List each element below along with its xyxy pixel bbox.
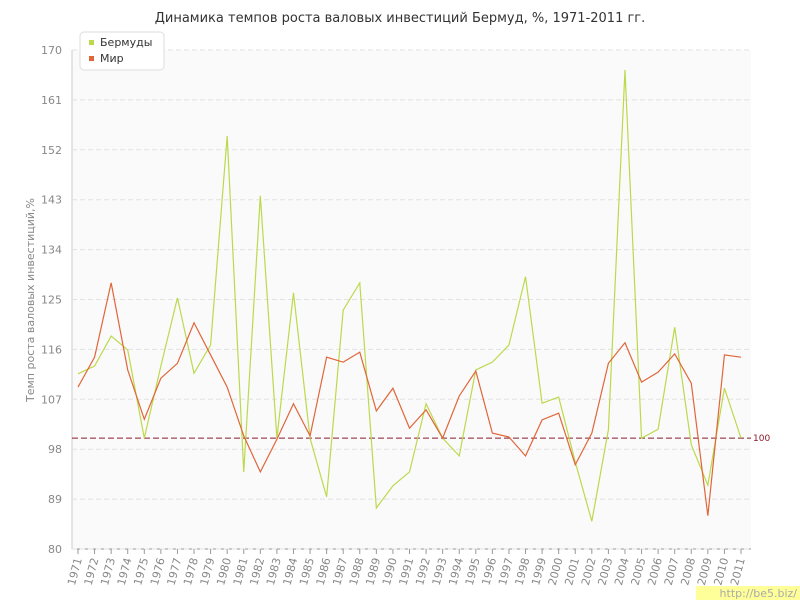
x-tick-label: 2011: [728, 556, 748, 586]
series-line: [77, 282, 742, 516]
y-tick-label: 152: [41, 144, 62, 157]
legend-box: [79, 31, 165, 71]
legend-marker: [89, 56, 94, 61]
chart-title: Динамика темпов роста валовых инвестиций…: [155, 11, 646, 26]
watermark-bg: [696, 586, 800, 600]
y-tick-label: 161: [41, 94, 62, 107]
watermark: http://be5.biz/: [720, 587, 798, 600]
y-axis-label: Темп роста валовых инвестиций,%: [24, 198, 37, 403]
y-tick-label: 89: [48, 493, 62, 506]
y-tick-label: 107: [41, 393, 62, 406]
legend-label: Мир: [100, 52, 124, 65]
y-tick-label: 116: [41, 343, 62, 356]
legend-marker: [89, 40, 94, 45]
legend-label: Бермуды: [100, 36, 152, 49]
reference-label: 100: [753, 434, 770, 444]
series-line: [77, 69, 742, 522]
y-tick-label: 125: [41, 294, 62, 307]
y-tick-label: 143: [41, 194, 62, 207]
y-tick-label: 98: [48, 443, 62, 456]
y-tick-label: 134: [41, 244, 62, 257]
y-tick-label: 80: [48, 543, 62, 556]
y-tick-label: 170: [41, 44, 62, 57]
